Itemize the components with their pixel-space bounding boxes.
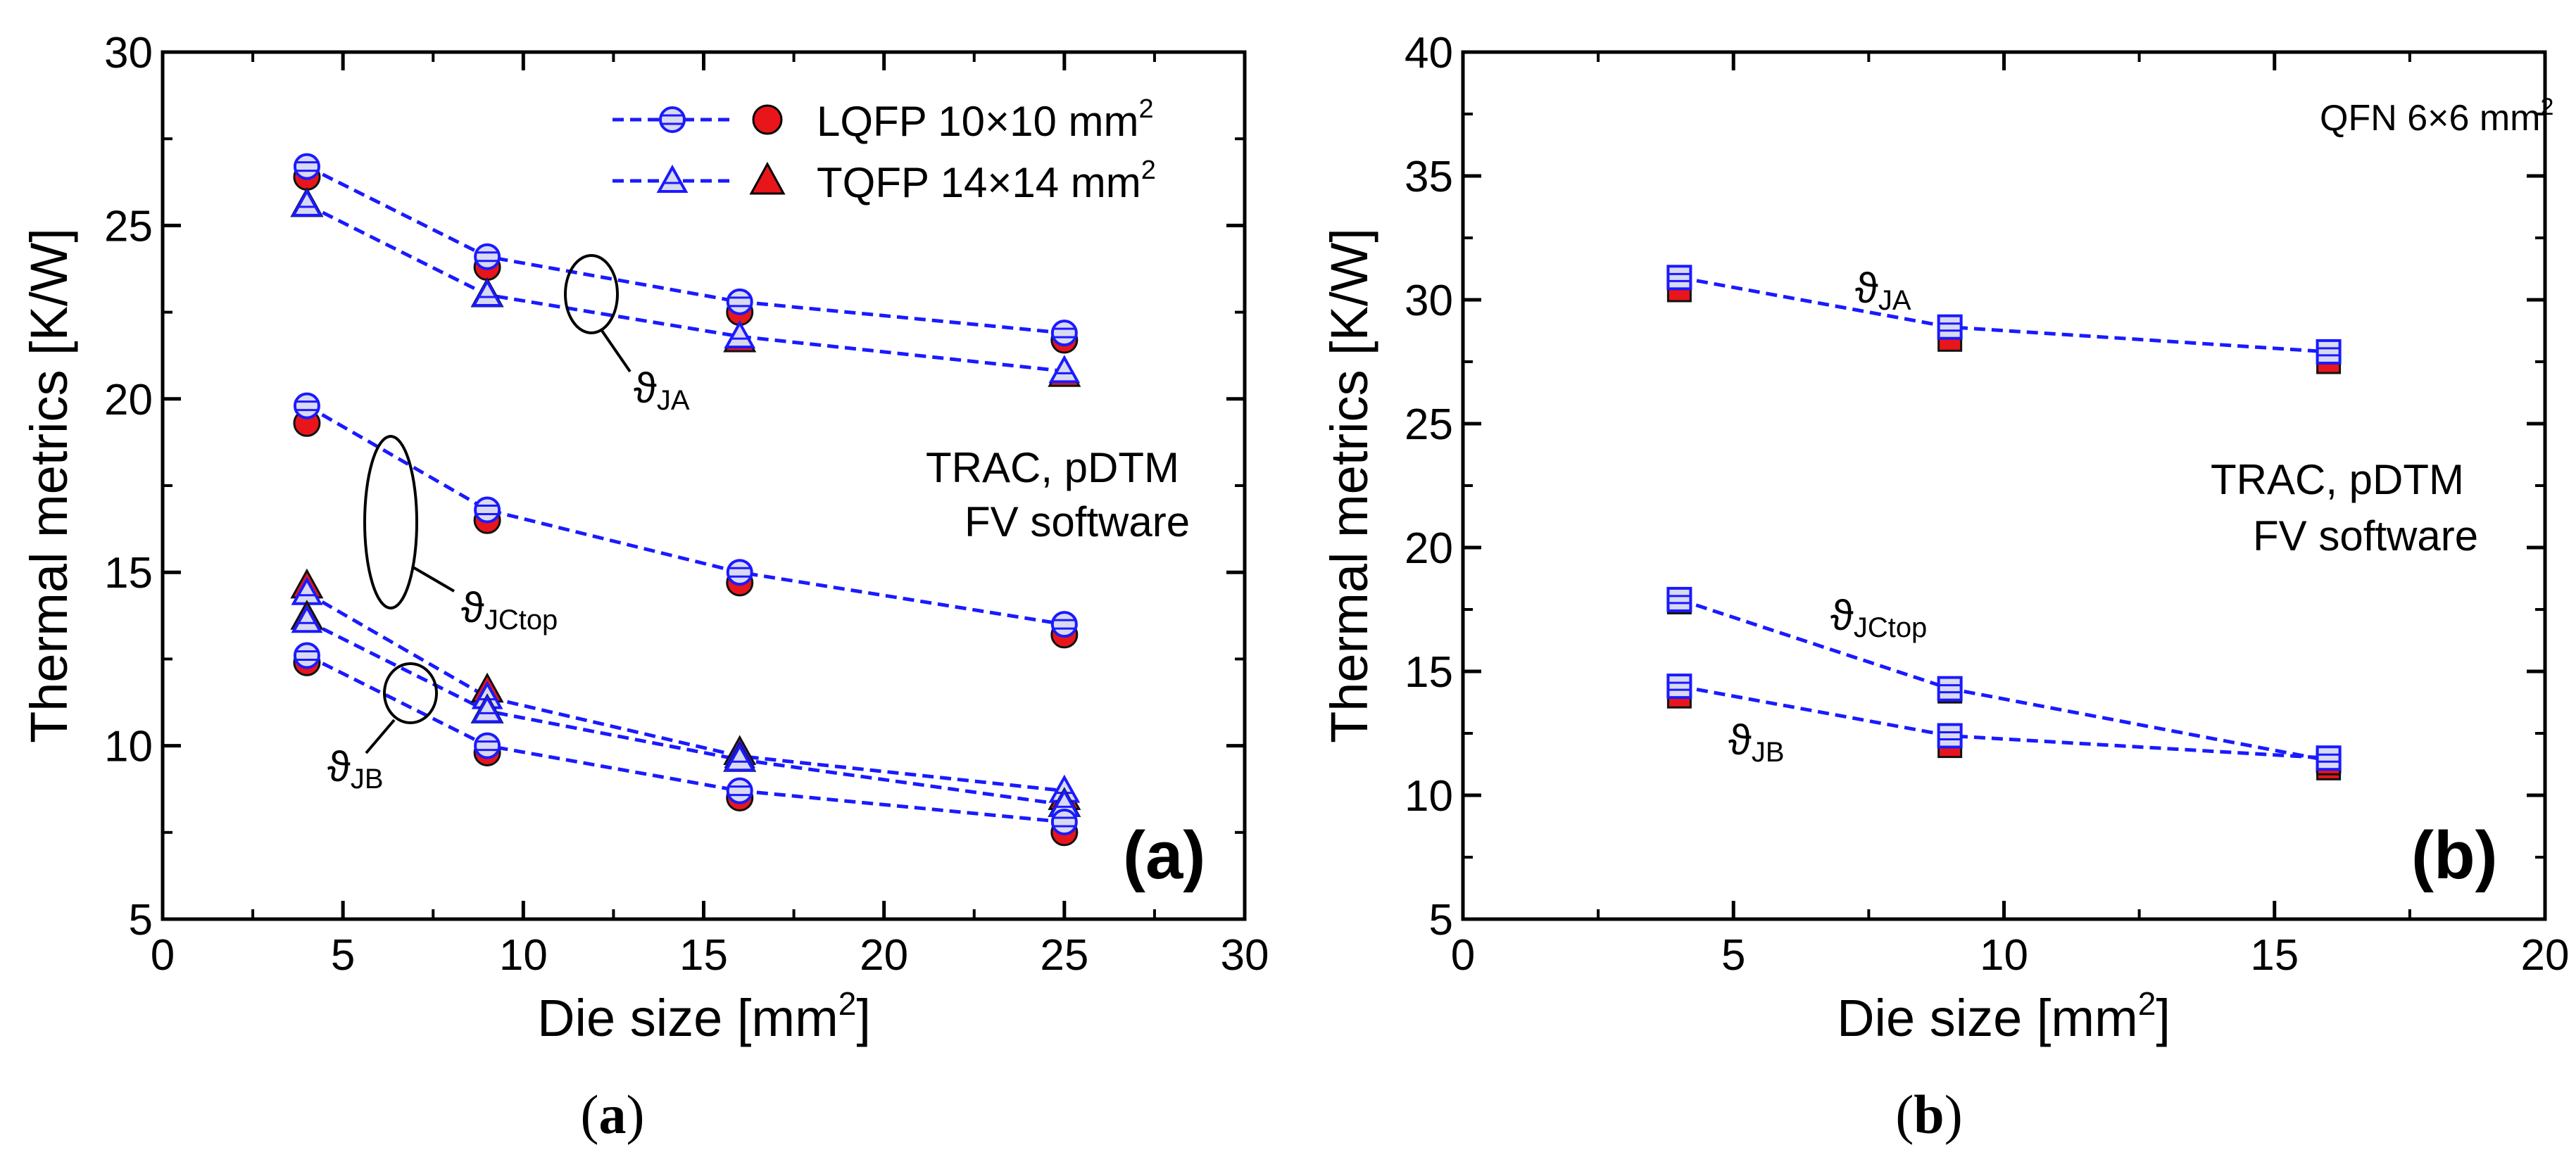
- series-line-a-2: [306, 404, 1065, 626]
- legend-marker-tqfp-fv: [749, 161, 786, 195]
- x-axis-title-b: Die size [mm2]: [1837, 985, 2170, 1047]
- point-model-a-2-2: [726, 559, 753, 586]
- point-model-a-1-3: [1048, 355, 1081, 384]
- legend-a: LQFP 10×10 mm2 TQFP 14×14 mm2: [612, 94, 1156, 206]
- x-tick-label-a: 20: [860, 931, 908, 980]
- x-tick-label-a: 30: [1221, 931, 1269, 980]
- legend-label-lqfp: LQFP 10×10 mm2: [817, 94, 1154, 145]
- annotation-ja-a: ϑJA: [564, 254, 690, 416]
- series-line-b-0: [1678, 275, 2329, 354]
- point-model-a-0-1: [474, 243, 501, 270]
- point-model-a-5-3: [1050, 809, 1078, 836]
- point-model-a-1-0: [291, 188, 323, 217]
- x-axis-title-a: Die size [mm2]: [537, 985, 871, 1047]
- point-model-a-5-0: [293, 642, 320, 669]
- point-model-a-4-2: [724, 743, 756, 772]
- legend-text-trac-a: TRAC, pDTM: [926, 444, 1179, 491]
- y-tick-label-a: 15: [104, 549, 153, 598]
- x-tick-label-b: 5: [1721, 931, 1745, 980]
- point-model-b-0-0: [1666, 265, 1692, 291]
- x-tick-label-b: 0: [1451, 931, 1475, 980]
- point-model-b-0-1: [1937, 314, 1963, 340]
- panel-label-a: (a): [1123, 818, 1205, 893]
- point-model-a-2-1: [474, 496, 501, 524]
- legend-label-tqfp: TQFP 14×14 mm2: [817, 156, 1156, 206]
- legend-marker-lqfp-model: [659, 106, 686, 133]
- x-tick-label-a: 25: [1040, 931, 1088, 980]
- legend-marker-lqfp-fv: [752, 104, 783, 135]
- point-model-a-4-0: [291, 605, 323, 633]
- y-tick-label-b: 20: [1405, 524, 1453, 573]
- point-model-a-5-1: [474, 732, 501, 759]
- series-line-a-0: [306, 165, 1065, 335]
- annotation-jctop-a: ϑJCtop: [363, 435, 558, 636]
- markers-a: [290, 153, 1081, 847]
- series-line-a-4: [306, 619, 1065, 807]
- y-axis-title-a: Thermal metrics [K/W]: [20, 228, 78, 743]
- label-theta-jb-a: ϑJB: [327, 743, 384, 795]
- x-tick-label-b: 10: [1980, 931, 2028, 980]
- connectors-b: [1678, 275, 2330, 763]
- label-theta-jctop-b: ϑJCtop: [1830, 592, 1927, 643]
- point-model-a-2-0: [293, 392, 320, 419]
- point-model-a-1-2: [724, 320, 756, 349]
- point-model-a-0-2: [726, 288, 753, 315]
- point-model-b-1-1: [1937, 676, 1963, 702]
- point-model-b-0-2: [2316, 339, 2342, 365]
- series-line-a-1: [306, 203, 1065, 373]
- x-tick-label-a: 0: [151, 931, 175, 980]
- y-tick-label-b: 25: [1405, 400, 1453, 449]
- legend-marker-tqfp-model: [656, 164, 689, 193]
- x-tick-label-a: 5: [331, 931, 355, 980]
- y-tick-label-a: 30: [104, 29, 153, 77]
- point-model-b-2-2: [2316, 745, 2342, 771]
- point-model-a-0-3: [1050, 320, 1078, 347]
- markers-b: [1666, 265, 2342, 780]
- label-theta-jb-b: ϑJB: [1728, 716, 1785, 768]
- x-tick-label-a: 10: [499, 931, 548, 980]
- point-model-a-2-3: [1050, 611, 1078, 638]
- label-theta-ja-a: ϑJA: [634, 365, 690, 416]
- caption-b: (b): [1895, 1084, 1962, 1145]
- legend-text-fv-a: FV software: [965, 498, 1190, 545]
- panel-label-b: (b): [2411, 818, 2498, 893]
- caption-a: (a): [581, 1084, 645, 1145]
- y-tick-label-b: 5: [1429, 896, 1453, 944]
- point-model-a-5-2: [726, 777, 753, 804]
- legend-text-trac-b: TRAC, pDTM: [2211, 456, 2464, 503]
- legend-text-fv-b: FV software: [2253, 512, 2478, 559]
- point-model-b-2-0: [1666, 674, 1692, 700]
- y-tick-label-b: 15: [1405, 648, 1453, 697]
- x-tick-label-b: 15: [2250, 931, 2299, 980]
- y-tick-label-a: 25: [104, 202, 153, 251]
- point-model-a-0-0: [293, 153, 320, 180]
- x-tick-label-a: 15: [679, 931, 728, 980]
- point-model-b-2-1: [1937, 723, 1963, 749]
- y-tick-label-b: 35: [1405, 153, 1453, 201]
- connectors-a: [306, 165, 1065, 824]
- point-model-a-1-1: [471, 278, 503, 307]
- label-theta-jctop-a: ϑJCtop: [461, 584, 558, 636]
- annotation-jb-a: ϑJB: [327, 662, 438, 795]
- x-tick-label-b: 20: [2521, 931, 2570, 980]
- y-tick-label-b: 30: [1405, 277, 1453, 325]
- y-tick-label-b: 40: [1405, 29, 1453, 77]
- y-tick-label-a: 10: [104, 723, 153, 771]
- point-model-a-4-1: [471, 695, 503, 723]
- y-tick-label-a: 20: [104, 376, 153, 424]
- label-theta-ja-b: ϑJA: [1855, 265, 1911, 316]
- y-tick-label-b: 10: [1405, 772, 1453, 821]
- series-line-a-5: [306, 654, 1065, 824]
- package-label-b: QFN 6×6 mm2: [2320, 94, 2553, 139]
- y-axis-title-b: Thermal metrics [K/W]: [1320, 228, 1378, 743]
- y-tick-label-a: 5: [129, 896, 153, 944]
- point-model-b-1-0: [1666, 586, 1692, 612]
- series-line-a-3: [306, 591, 1065, 793]
